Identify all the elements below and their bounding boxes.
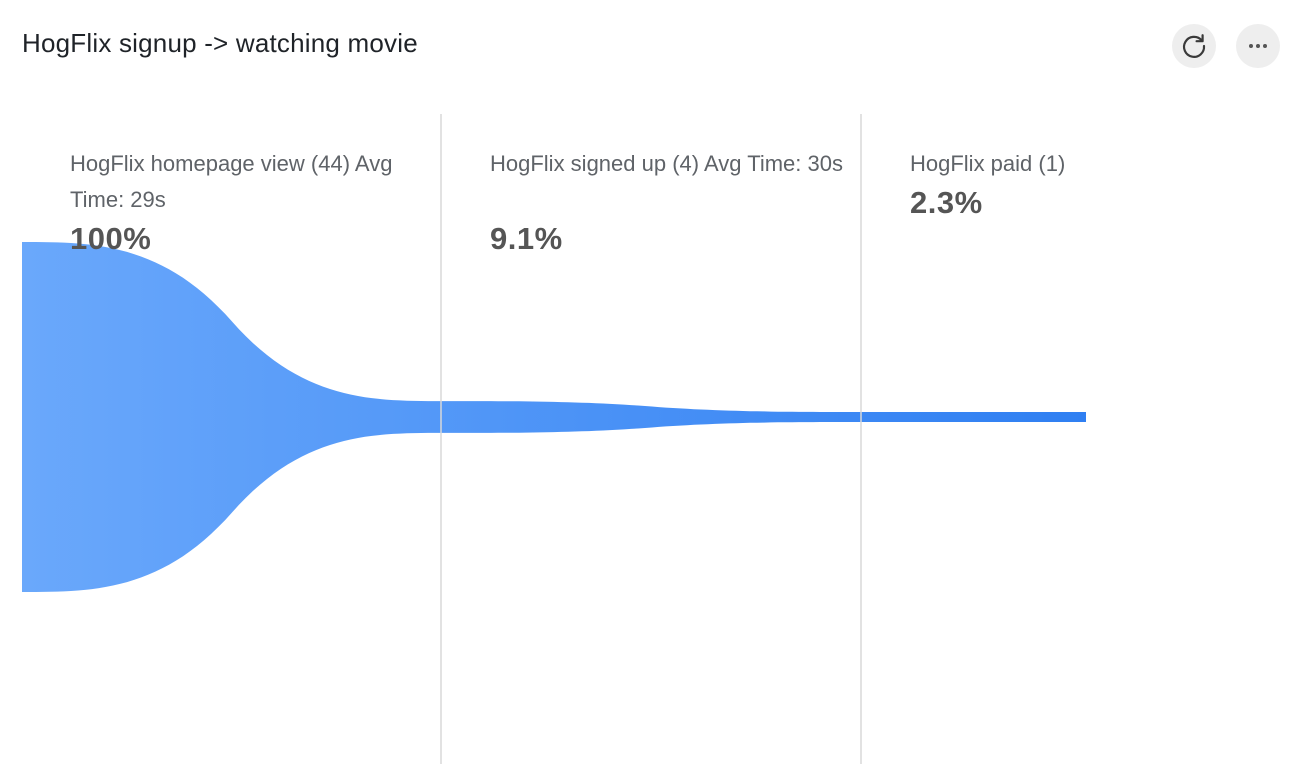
chart-title: HogFlix signup -> watching movie xyxy=(22,28,418,58)
refresh-icon xyxy=(1182,34,1206,58)
more-options-button[interactable] xyxy=(1236,24,1280,68)
funnel-step-percent: 2.3% xyxy=(910,185,983,220)
funnel-step-label: HogFlix homepage view (44) Avg Time: 29s xyxy=(70,151,393,212)
funnel-step-label: HogFlix signed up (4) Avg Time: 30s xyxy=(490,151,843,176)
funnel-step-label: HogFlix paid (1) xyxy=(910,151,1066,176)
funnel-step-percent: 100% xyxy=(70,221,152,256)
funnel-step-percent: 9.1% xyxy=(490,221,563,256)
refresh-button[interactable] xyxy=(1172,24,1216,68)
funnel-flow xyxy=(22,242,1086,592)
more-horizontal-icon xyxy=(1249,44,1267,48)
